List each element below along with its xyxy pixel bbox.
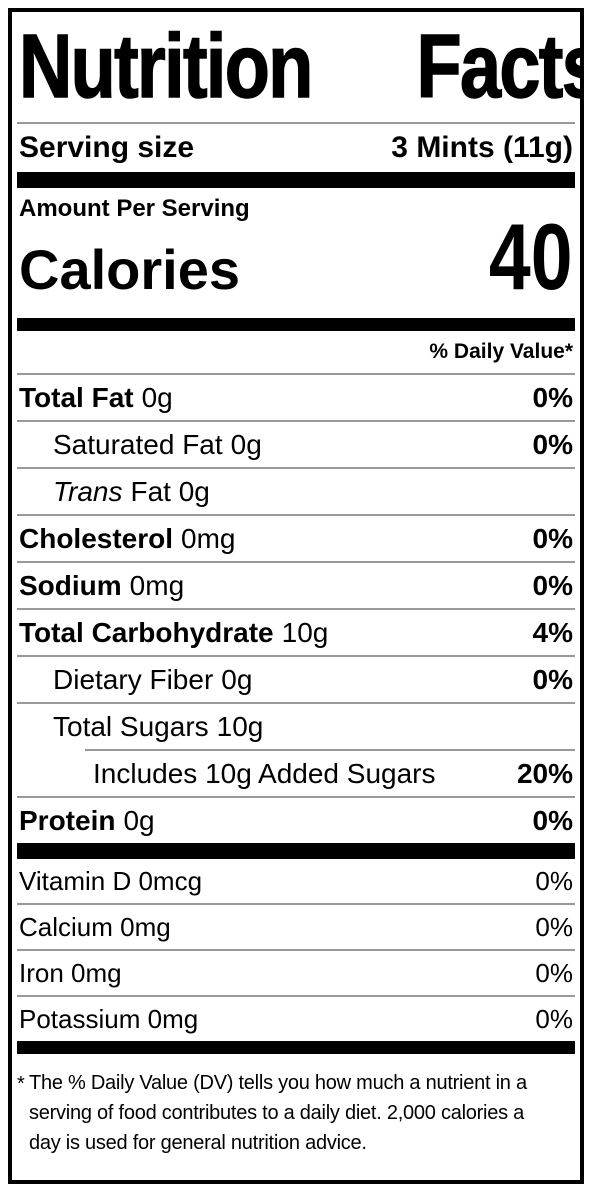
title-divider (17, 122, 575, 124)
nutrient-row-total-fat: Total Fat 0g 0% (17, 375, 575, 420)
nutrient-amount: 0mg (129, 569, 185, 601)
separator-bar-footnote (17, 1041, 575, 1054)
footnote-line: serving of food contributes to a daily d… (29, 1102, 525, 1124)
nutrient-daily-value: 0% (532, 522, 573, 554)
footnote: * The % Daily Value (DV) tells you how m… (17, 1068, 575, 1158)
nutrient-name: Dietary Fiber (53, 663, 214, 695)
micronutrient-row-calcium: Calcium 0mg 0% (17, 905, 575, 949)
nutrient-daily-value: 0% (532, 569, 573, 601)
nutrient-name: Total Sugars (53, 710, 209, 742)
nutrient-row-trans-fat: Trans Fat 0g (17, 469, 575, 514)
nutrient-daily-value: 0% (532, 381, 573, 413)
nutrient-daily-value: 0% (532, 663, 573, 695)
nutrient-amount: 0g (141, 381, 173, 413)
nutrient-row-sodium: Sodium 0mg 0% (17, 563, 575, 608)
nutrient-row-dietary-fiber: Dietary Fiber 0g 0% (17, 657, 575, 702)
title-word-nutrition: Nutrition (18, 17, 314, 117)
nutrient-amount: 0g (221, 663, 253, 695)
nutrient-name: Total Fat (19, 381, 134, 413)
nutrient-amount: 0mg (181, 522, 236, 554)
nutrient-name: Saturated Fat (53, 428, 223, 460)
separator-bar-calories (17, 318, 575, 331)
nutrient-row-total-carbohydrate: Total Carbohydrate 10g 4% (17, 610, 575, 655)
micronutrient-daily-value: 0% (535, 957, 573, 988)
row-divider (17, 467, 575, 469)
nutrient-name: Protein (19, 804, 116, 836)
nutrient-daily-value: 4% (532, 616, 573, 648)
row-divider (17, 608, 575, 610)
nutrient-name: Trans (53, 475, 123, 507)
nutrient-row-cholesterol: Cholesterol 0mg 0% (17, 516, 575, 561)
nutrient-daily-value: 0% (532, 428, 573, 460)
micronutrient-daily-value: 0% (535, 865, 573, 896)
nutrient-row-added-sugars: Includes 10g Added Sugars 20% (17, 751, 575, 796)
row-divider (17, 796, 575, 798)
row-divider (17, 561, 575, 563)
separator-bar-serving (17, 172, 575, 188)
nutrition-facts-label: Nutrition Facts Serving size 3 Mints (11… (8, 8, 584, 1184)
row-divider (17, 995, 575, 997)
row-divider-indented (85, 749, 575, 751)
calories-value: 40 (489, 204, 573, 309)
micronutrient-label: Vitamin D 0mcg (19, 865, 203, 896)
footnote-asterisk: * (17, 1073, 25, 1095)
micronutrient-label: Potassium 0mg (19, 1003, 199, 1034)
amount-per-serving-label: Amount Per Serving (19, 195, 250, 222)
nutrient-daily-value: 0% (532, 804, 573, 836)
nutrient-amount: 0g (230, 428, 262, 460)
micronutrient-daily-value: 0% (535, 911, 573, 942)
footnote-line: day is used for general nutrition advice… (29, 1132, 367, 1154)
micronutrient-label: Iron 0mg (19, 957, 122, 988)
separator-bar-protein (17, 843, 575, 859)
nutrient-row-total-sugars: Total Sugars 10g (17, 704, 575, 749)
row-divider (17, 514, 575, 516)
micronutrient-row-vitamin-d: Vitamin D 0mcg 0% (17, 859, 575, 903)
micronutrient-daily-value: 0% (535, 1003, 573, 1034)
nutrient-row-saturated-fat: Saturated Fat 0g 0% (17, 422, 575, 467)
nutrient-name: Cholesterol (19, 522, 174, 554)
row-divider (17, 373, 575, 375)
footnote-line: The % Daily Value (DV) tells you how muc… (29, 1072, 527, 1094)
nutrient-amount: Fat 0g (130, 475, 210, 507)
daily-value-header: % Daily Value* (429, 340, 573, 363)
nutrient-name: Includes 10g Added Sugars (93, 757, 436, 789)
serving-size-label: Serving size (19, 131, 195, 164)
nutrient-row-protein: Protein 0g 0% (17, 798, 575, 843)
nutrient-amount: 10g (281, 616, 329, 648)
serving-size-row: Serving size 3 Mints (11g) (17, 124, 575, 172)
nutrient-amount: 0g (123, 804, 155, 836)
calories-row: Calories 40 (17, 204, 575, 309)
calories-label: Calories (19, 238, 240, 301)
row-divider (17, 655, 575, 657)
row-divider (17, 702, 575, 704)
serving-size-value: 3 Mints (11g) (391, 131, 573, 164)
title-word-facts: Facts (416, 17, 584, 117)
label-title: Nutrition Facts (17, 12, 580, 122)
row-divider (17, 949, 575, 951)
nutrient-daily-value: 20% (516, 757, 573, 789)
nutrient-name: Sodium (19, 569, 122, 601)
row-divider (17, 420, 575, 422)
nutrient-name: Total Carbohydrate (19, 616, 274, 648)
micronutrient-label: Calcium 0mg (19, 911, 171, 942)
nutrient-amount: 10g (216, 710, 264, 742)
row-divider (17, 903, 575, 905)
micronutrient-row-potassium: Potassium 0mg 0% (17, 997, 575, 1041)
micronutrient-row-iron: Iron 0mg 0% (17, 951, 575, 995)
